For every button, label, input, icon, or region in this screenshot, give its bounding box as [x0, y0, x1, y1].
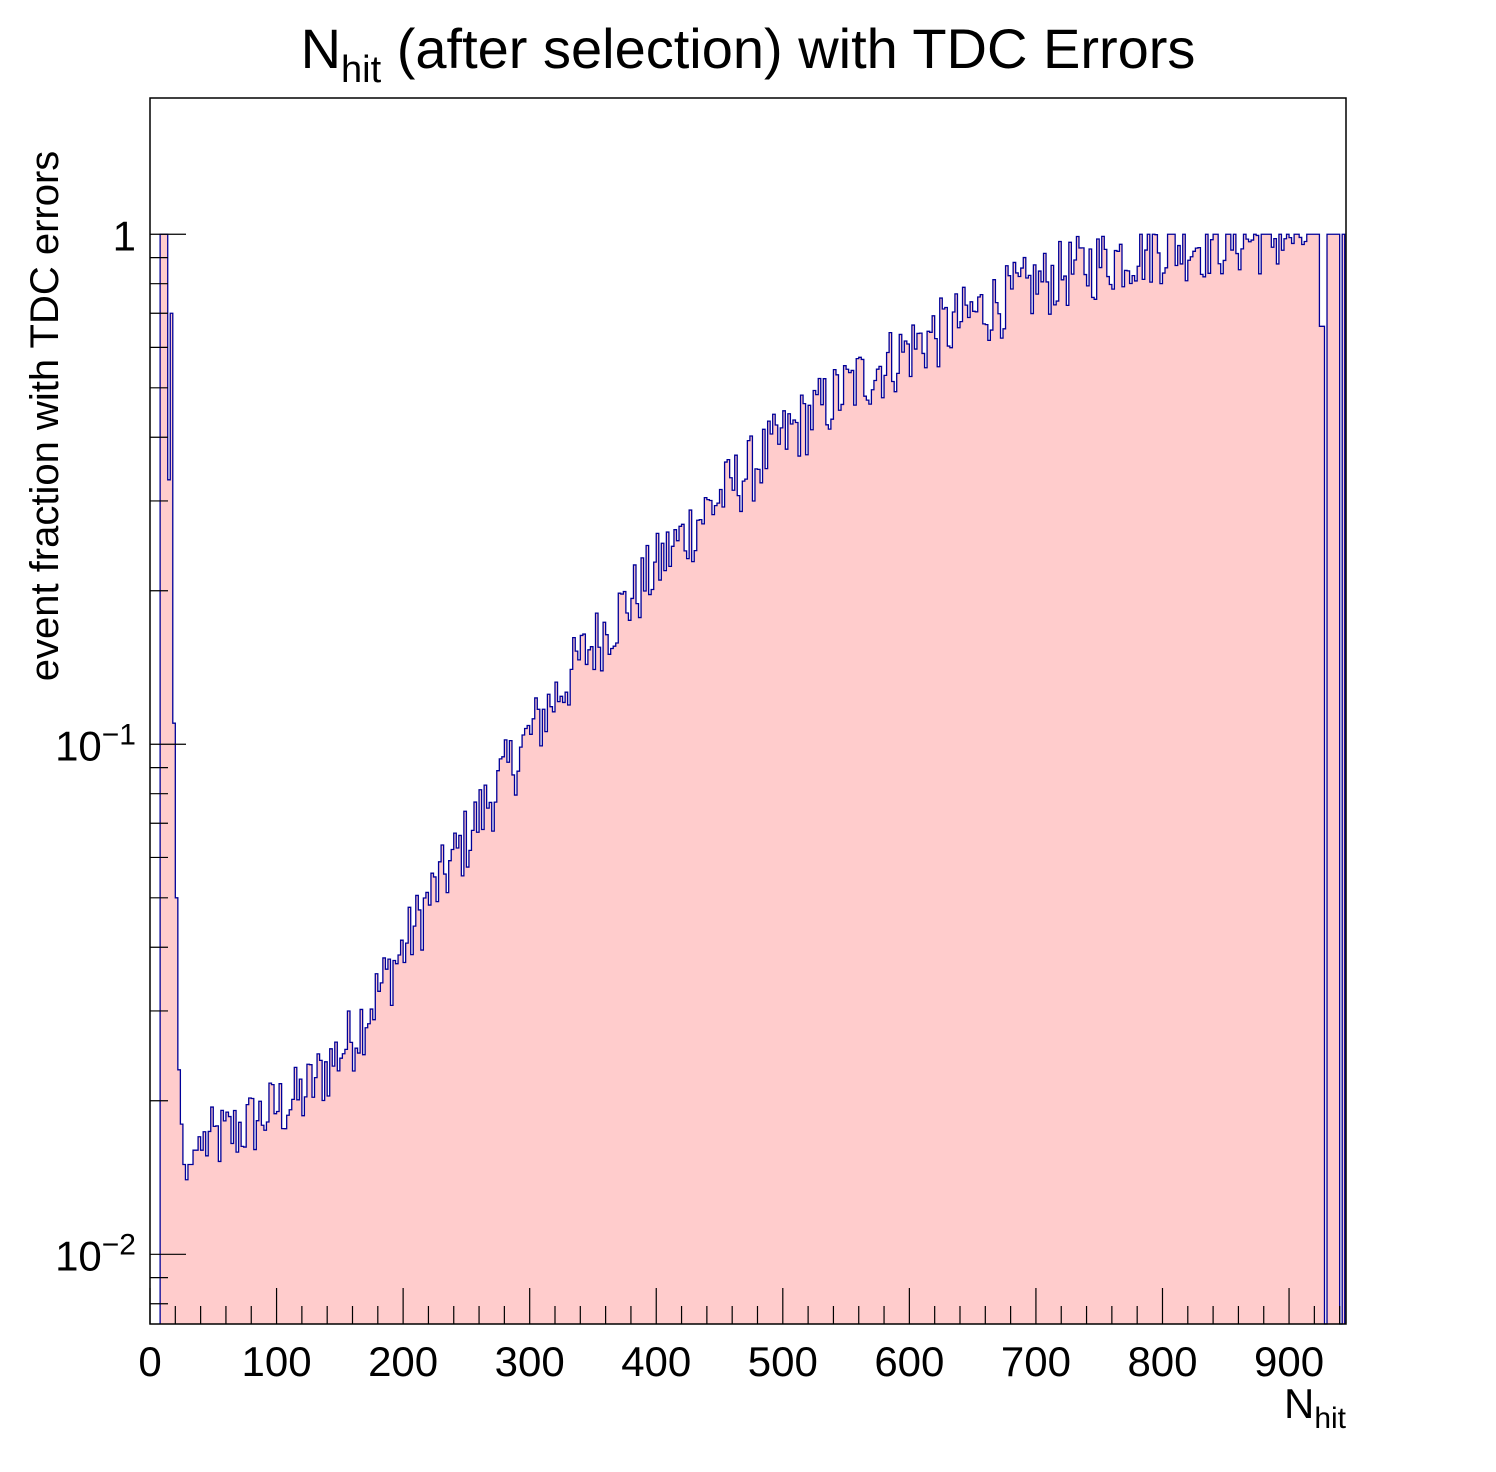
x-tick-label: 400 [621, 1338, 691, 1385]
chart-title-subscript: hit [341, 49, 382, 91]
x-tick-label: 200 [368, 1338, 438, 1385]
chart-title: Nhit (after selection) with TDC Errors [301, 17, 1196, 91]
chart-title-main: N [301, 17, 341, 80]
histogram-line [159, 233, 1346, 1325]
x-axis-label-main: N [1284, 1380, 1314, 1427]
y-axis-label: event fraction with TDC errors [23, 151, 67, 682]
histogram-fill-area [160, 234, 1345, 1324]
chart-title-rest: (after selection) with TDC Errors [381, 17, 1195, 80]
x-axis-label: Nhit [1284, 1380, 1347, 1435]
x-tick-label: 300 [495, 1338, 565, 1385]
y-axis-ticks: 1 10−1 10−2 [55, 212, 186, 1305]
plot-frame [149, 97, 1347, 1325]
y-tick-label: 10−1 [55, 718, 136, 769]
x-tick-label: 0 [138, 1338, 161, 1385]
x-tick-label: 500 [748, 1338, 818, 1385]
x-axis-label-subscript: hit [1314, 1402, 1346, 1435]
x-tick-label: 700 [1001, 1338, 1071, 1385]
y-tick-label: 1 [113, 212, 136, 259]
y-tick-label: 10−2 [55, 1228, 136, 1279]
x-axis-ticks: 0 100 200 300 400 500 600 700 800 900 [138, 1288, 1341, 1385]
histogram-outline [159, 233, 1346, 1325]
x-tick-label: 100 [242, 1338, 312, 1385]
x-tick-label: 900 [1254, 1338, 1324, 1385]
histogram-fill [160, 234, 1345, 1324]
x-tick-label: 800 [1127, 1338, 1197, 1385]
x-tick-label: 600 [874, 1338, 944, 1385]
